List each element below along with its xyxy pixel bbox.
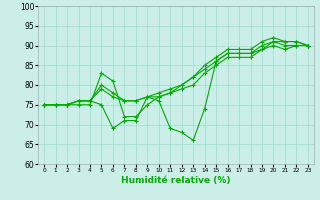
X-axis label: Humidité relative (%): Humidité relative (%) [121, 176, 231, 185]
